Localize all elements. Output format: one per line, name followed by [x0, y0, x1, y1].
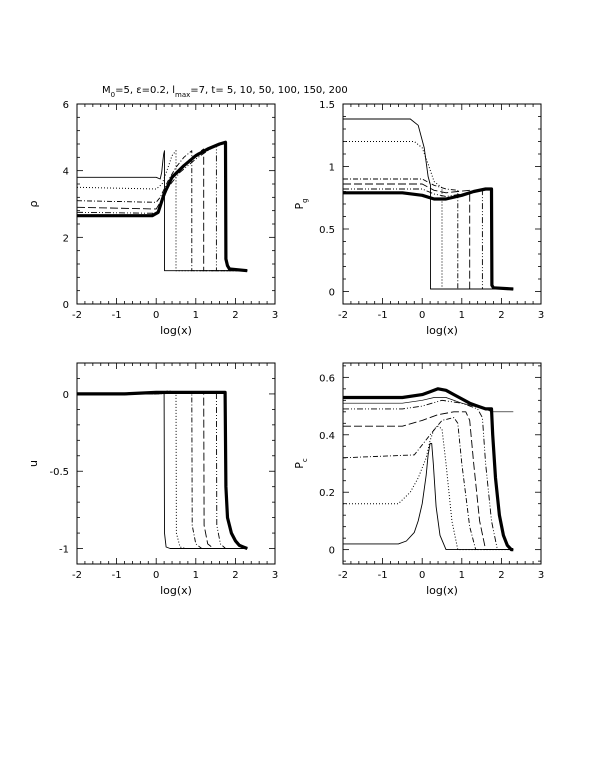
y-tick-label: 0.2: [319, 488, 335, 499]
x-tick-label: 0: [153, 570, 159, 581]
series-line-dotted-1: [77, 390, 248, 549]
x-tick-label: 1: [193, 310, 199, 321]
x-tick-label: 1: [459, 310, 465, 321]
series-group: [343, 118, 514, 291]
series-line-thick-5: [77, 390, 248, 550]
panel-rho: -2 -1 0 1 2 3 0 2 4 6 log(x) ρ: [27, 100, 278, 337]
x-tick-label: -1: [112, 310, 122, 321]
x-tick-label: -1: [112, 570, 122, 581]
series-line-long-dash-3: [343, 411, 514, 551]
x-tick-label: 0: [419, 570, 425, 581]
y-axis-label: ρ: [27, 200, 40, 207]
x-axis-label: log(x): [160, 324, 192, 337]
y-tick-label: 0: [329, 288, 335, 299]
series-line-long-dash-3: [77, 391, 248, 549]
y-tick-label: 0.6: [319, 373, 335, 384]
series-line-long-dash-3: [343, 183, 514, 290]
x-tick-label: 3: [538, 570, 544, 581]
series-line-dash-dot-dot-4: [77, 391, 248, 549]
series-line-thick-6: [343, 387, 514, 552]
series-line-solid-0: [343, 118, 514, 290]
x-tick-label: 2: [498, 310, 504, 321]
x-tick-label: 0: [419, 310, 425, 321]
series-group: [77, 140, 248, 273]
y-tick-label: 2: [63, 233, 69, 244]
series-line-solid-0: [77, 150, 248, 272]
y-tick-label: -1: [59, 545, 69, 556]
x-tick-label: -1: [378, 570, 388, 581]
x-tick-label: -2: [72, 570, 82, 581]
x-tick-label: 0: [153, 310, 159, 321]
plot-frame: [342, 362, 542, 565]
plot-frame: [76, 362, 276, 565]
y-tick-label: 0: [63, 300, 69, 311]
series-line-dash-dot-dot-4: [77, 145, 248, 272]
y-tick-label: 0: [63, 390, 69, 401]
y-tick-label: 0: [329, 546, 335, 557]
x-tick-label: 3: [272, 570, 278, 581]
y-tick-label: 1.5: [319, 100, 335, 111]
series-line-thick-5: [343, 187, 514, 291]
series-line-dash-dot-2: [343, 417, 514, 551]
y-axis-label: u: [27, 460, 40, 467]
series-line-dotted-1: [343, 141, 514, 290]
series-line-dash-dot-2: [77, 150, 248, 272]
y-axis-label: Pg: [293, 198, 309, 209]
panel-pg: -2 -1 0 1 2 3 0 0.5 1 1.5 log(x) Pg: [293, 100, 544, 337]
y-tick-label: 0.4: [319, 431, 335, 442]
series-line-dash-dot-2: [77, 391, 248, 549]
x-tick-label: 2: [232, 570, 238, 581]
series-line-dash-dot-dot-4: [343, 399, 514, 551]
panel-pc: -2 -1 0 1 2 3 0 0.2 0.4 0.6 log(x) Pc: [293, 362, 544, 597]
y-axis-label: Pc: [293, 458, 309, 469]
x-axis-label: log(x): [426, 324, 458, 337]
x-tick-label: -2: [338, 570, 348, 581]
series-group: [343, 387, 514, 552]
series-line-dotted-1: [343, 425, 514, 551]
x-tick-label: 2: [232, 310, 238, 321]
x-axis-label: log(x): [160, 584, 192, 597]
x-tick-label: 1: [459, 570, 465, 581]
y-tick-label: 4: [63, 167, 69, 178]
series-line-thick-5: [77, 140, 248, 273]
y-tick-label: 1: [329, 163, 335, 174]
plot-frame: [76, 103, 276, 305]
y-tick-label: 6: [63, 100, 69, 111]
series-group: [77, 390, 248, 550]
x-axis-label: log(x): [426, 584, 458, 597]
x-tick-label: 3: [538, 310, 544, 321]
x-tick-label: 2: [498, 570, 504, 581]
figure-title: M0=5, ε=0.2, lmax=7, t= 5, 10, 50, 100, …: [102, 85, 348, 99]
panels-container: -2 -1 0 1 2 3 0 2 4 6 log(x) ρ -2 -1 0 1 2 3 0 0.5 1 1.5 log(x…: [27, 100, 544, 597]
y-tick-label: 0.5: [319, 225, 335, 236]
x-tick-label: 1: [193, 570, 199, 581]
series-line-solid-0: [343, 442, 514, 551]
x-tick-label: -1: [378, 310, 388, 321]
x-tick-label: -2: [338, 310, 348, 321]
x-tick-label: 3: [272, 310, 278, 321]
y-tick-label: -0.5: [49, 467, 69, 478]
x-tick-label: -2: [72, 310, 82, 321]
series-line-solid-0: [77, 391, 248, 549]
series-line-dash-dot-dot-4: [343, 188, 514, 290]
